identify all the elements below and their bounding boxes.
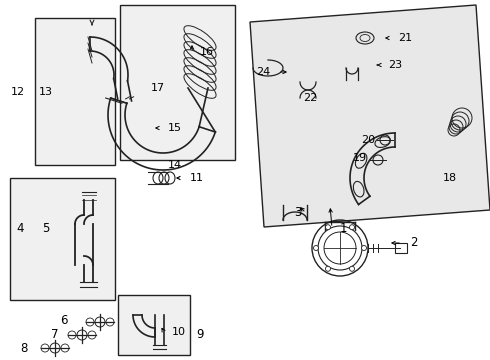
Text: 9: 9	[196, 328, 203, 342]
Circle shape	[325, 266, 330, 271]
Text: 2: 2	[410, 237, 417, 249]
Text: 22: 22	[303, 93, 317, 103]
Text: 24: 24	[256, 67, 270, 77]
Text: 14: 14	[168, 160, 182, 170]
Circle shape	[362, 246, 367, 251]
Circle shape	[314, 246, 318, 251]
Bar	[120, 5, 235, 160]
Polygon shape	[250, 5, 490, 227]
Text: 21: 21	[398, 33, 412, 43]
Text: 6: 6	[60, 314, 68, 327]
Text: 8: 8	[20, 342, 27, 355]
Bar	[118, 295, 190, 355]
Text: 7: 7	[50, 328, 58, 342]
Circle shape	[349, 266, 354, 271]
Bar	[10, 178, 115, 300]
Bar	[35, 18, 115, 165]
Text: 13: 13	[39, 87, 53, 97]
Text: 3: 3	[294, 207, 302, 220]
Text: 16: 16	[200, 47, 214, 57]
Text: 10: 10	[172, 327, 186, 337]
Text: 15: 15	[168, 123, 182, 133]
Circle shape	[325, 225, 330, 230]
Text: 20: 20	[361, 135, 375, 145]
Text: 19: 19	[353, 153, 367, 163]
Text: 17: 17	[151, 83, 165, 93]
Bar	[395, 243, 407, 253]
Text: 11: 11	[190, 173, 204, 183]
Text: 18: 18	[443, 173, 457, 183]
Text: 4: 4	[16, 221, 24, 234]
Circle shape	[349, 225, 354, 230]
Text: 12: 12	[11, 87, 25, 97]
Text: 1: 1	[340, 221, 347, 234]
Text: 5: 5	[42, 221, 49, 234]
Text: 23: 23	[388, 60, 402, 70]
